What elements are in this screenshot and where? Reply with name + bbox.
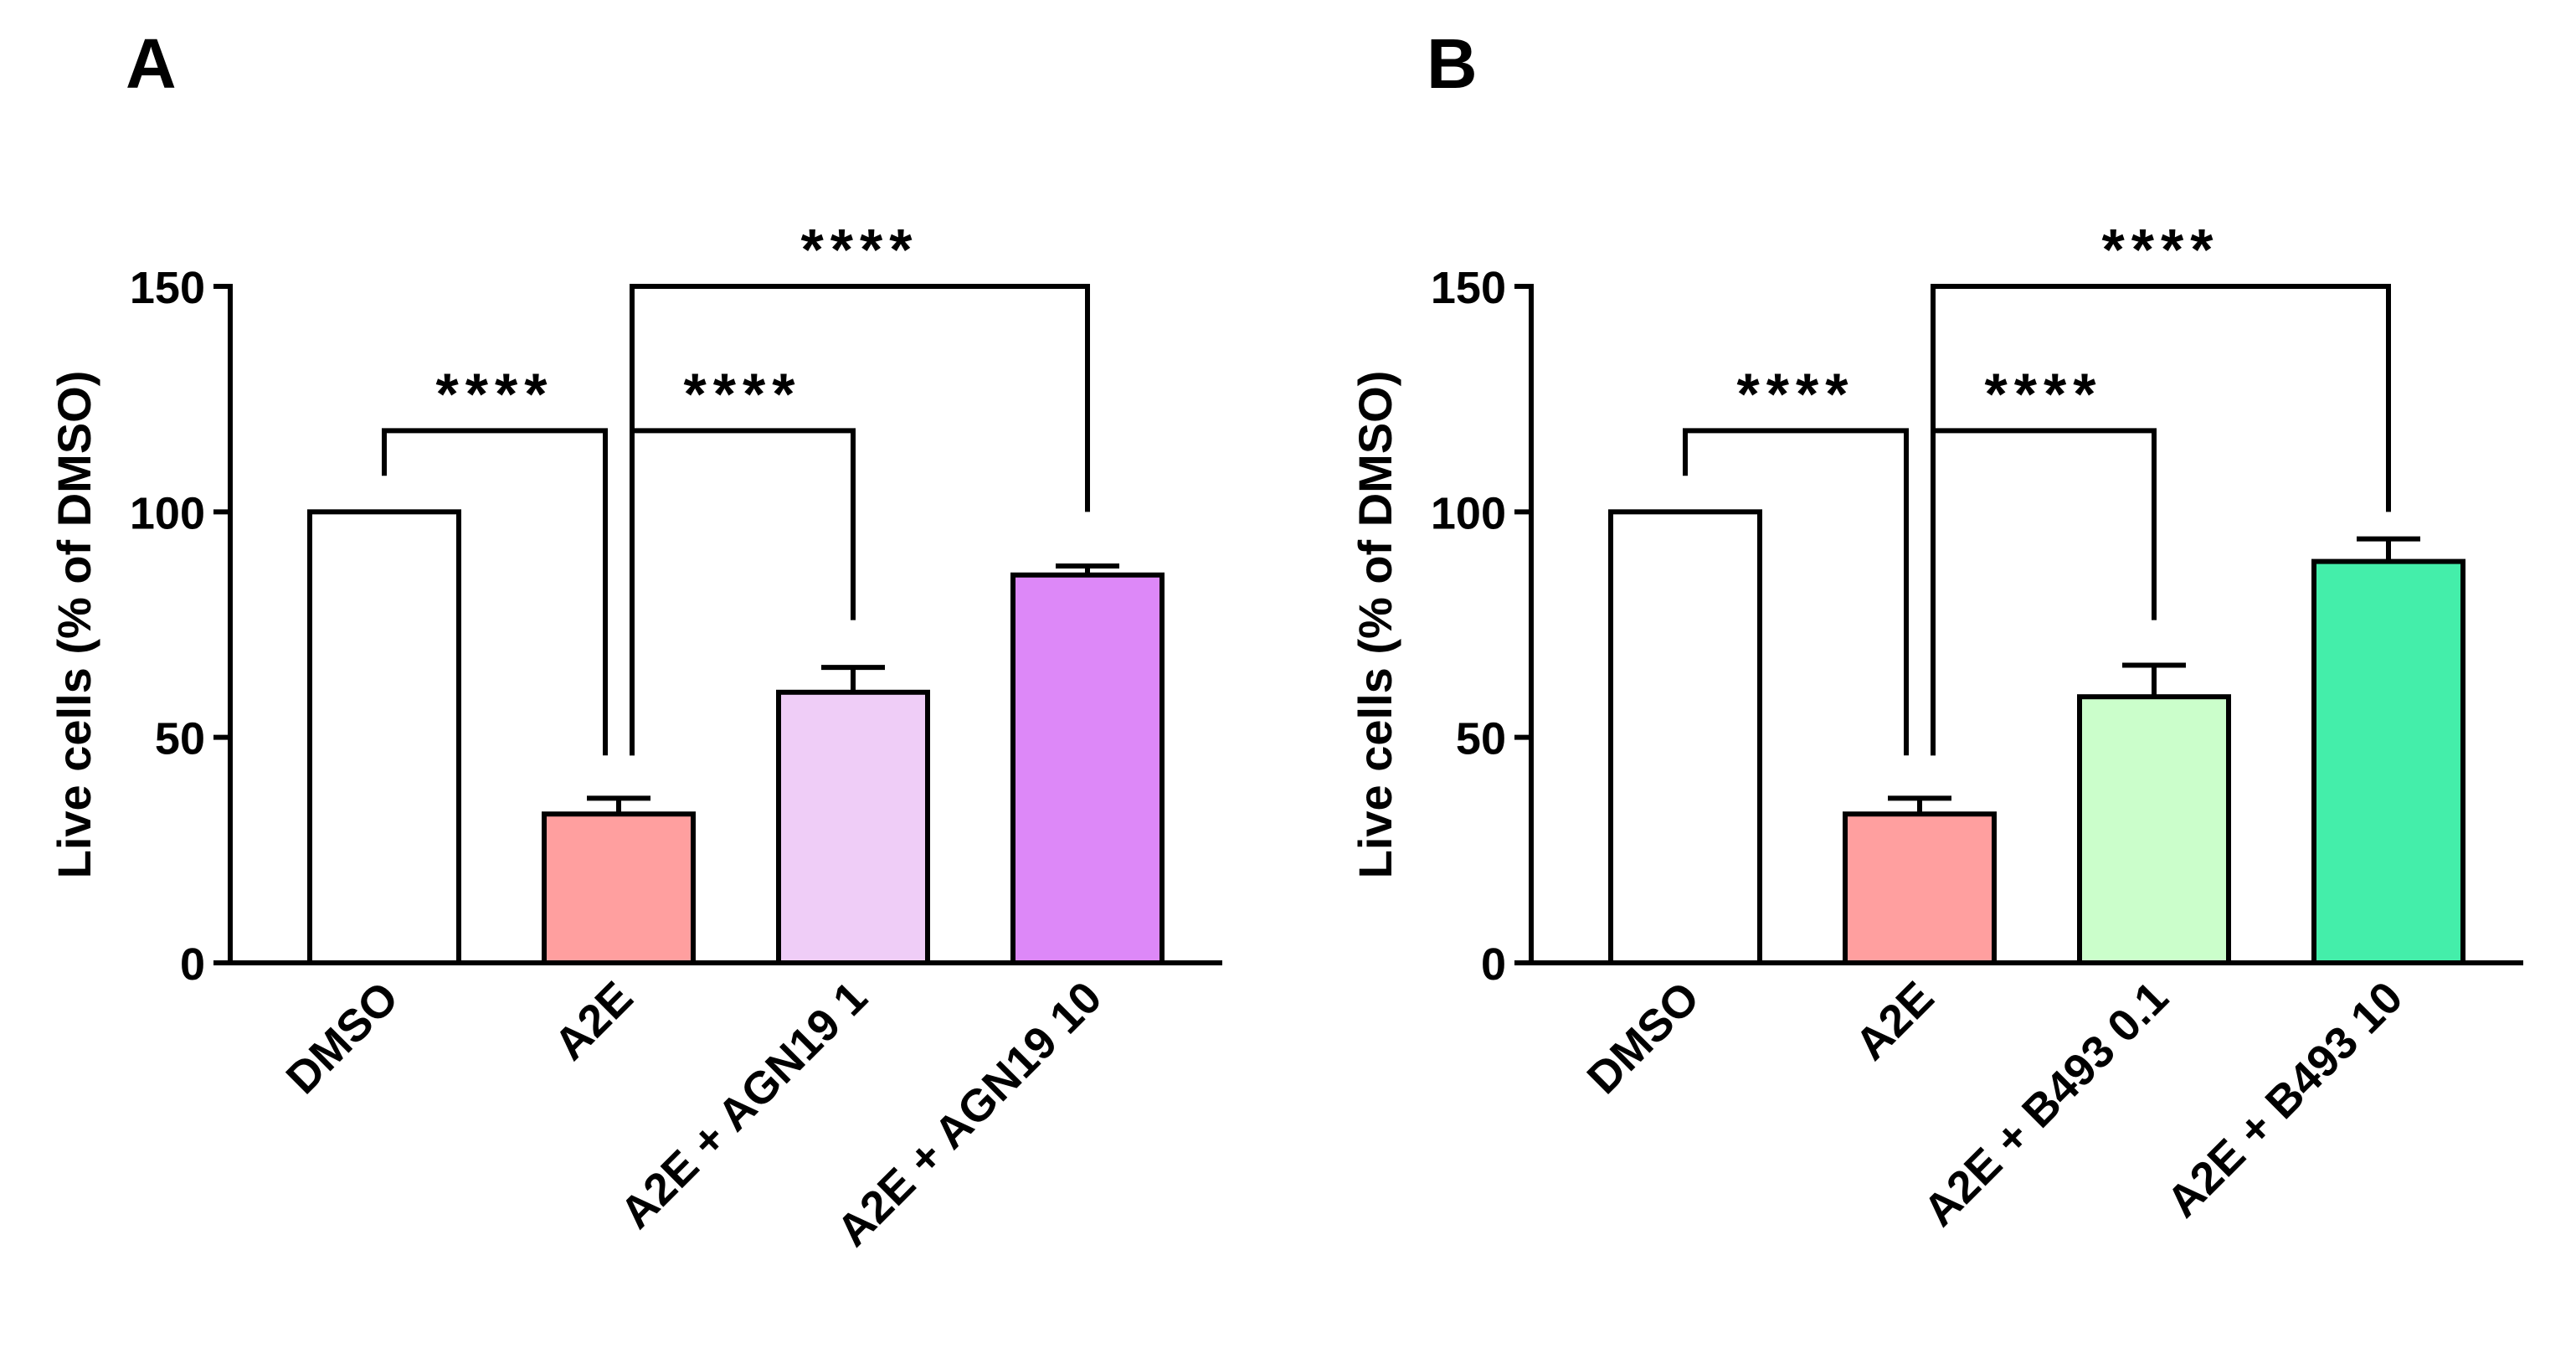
y-tick-label: 50 (1456, 714, 1506, 764)
y-tick-label: 100 (1431, 488, 1506, 538)
significance-label: **** (1737, 361, 1855, 426)
y-tick-label: 100 (130, 488, 205, 538)
significance-label: **** (1985, 361, 2103, 426)
bar (776, 689, 930, 965)
x-tick-label: A2E + AGN19 10 (827, 972, 1111, 1256)
y-tick-label: 150 (130, 263, 205, 313)
panel-label: B (1427, 24, 1478, 103)
bar (307, 509, 461, 965)
significance-bracket (382, 428, 608, 756)
x-tick-label: A2E + B493 10 (2157, 972, 2413, 1227)
x-tick-label: A2E (545, 972, 643, 1070)
significance-bracket (1931, 284, 2391, 756)
y-tick-label: 150 (1431, 263, 1506, 313)
x-tick-label: DMSO (1578, 972, 1710, 1104)
bar (1608, 509, 1762, 965)
significance-bracket (1683, 428, 1909, 756)
bar (2077, 694, 2231, 965)
bar (542, 811, 696, 965)
significance-label: **** (436, 361, 554, 426)
y-tick-label: 0 (180, 939, 205, 990)
significance-label: **** (2102, 217, 2220, 282)
y-tick-label: 0 (1481, 939, 1506, 990)
bar (1843, 811, 1997, 965)
y-axis-title: Live cells (% of DMSO) (1349, 371, 1401, 879)
y-axis-title: Live cells (% of DMSO) (48, 371, 100, 879)
x-tick-label: DMSO (277, 972, 409, 1104)
significance-label: **** (684, 361, 802, 426)
x-tick-label: A2E + B493 0.1 (1914, 972, 2178, 1236)
x-tick-label: A2E + AGN19 1 (611, 972, 877, 1238)
significance-label: **** (801, 217, 919, 282)
y-tick-label: 50 (155, 714, 205, 764)
bar (2311, 558, 2465, 965)
bar (1010, 572, 1165, 965)
significance-bracket (630, 284, 1090, 756)
panel-label: A (126, 24, 177, 103)
x-tick-label: A2E (1846, 972, 1944, 1070)
